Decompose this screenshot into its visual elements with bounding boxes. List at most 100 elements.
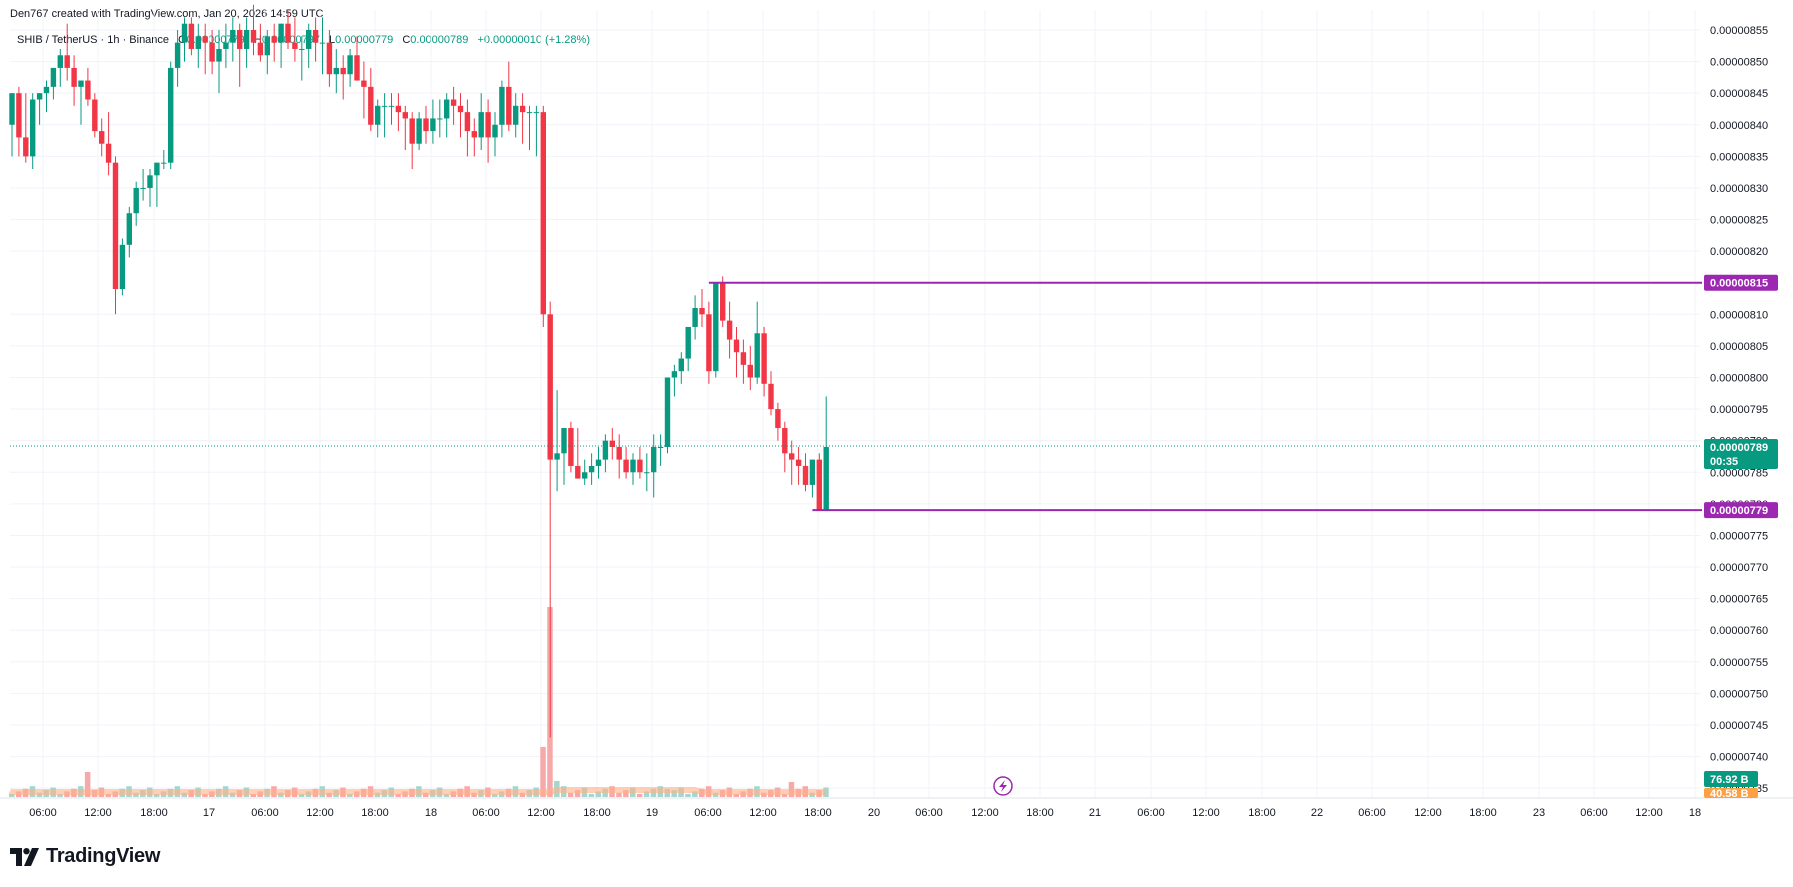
- candle-body: [423, 118, 429, 132]
- candle: [409, 112, 415, 169]
- candle-body: [526, 112, 533, 114]
- volume-bar: [443, 794, 450, 797]
- candle: [492, 112, 498, 157]
- candle-body: [388, 105, 395, 107]
- candle: [733, 326, 740, 378]
- candle: [326, 30, 333, 87]
- candle: [147, 168, 153, 207]
- candle: [789, 440, 795, 485]
- candle: [388, 93, 395, 125]
- level-tag-high-text: 0.00000815: [1710, 278, 1768, 290]
- candle-body: [147, 175, 153, 188]
- volume-bar: [567, 792, 574, 797]
- volume-bar: [153, 794, 160, 797]
- candle: [71, 55, 77, 106]
- candle-body: [588, 465, 595, 473]
- candle: [319, 17, 326, 75]
- time-tick-label: 18:00: [361, 807, 389, 819]
- candle: [478, 93, 484, 151]
- candle: [57, 48, 63, 87]
- volume-bar: [347, 794, 353, 797]
- candle-body: [554, 453, 560, 460]
- price-axis[interactable]: 0.00000855 0.00000850 0.00000845 0.00000840…: [1710, 25, 1768, 795]
- candle-body: [119, 244, 126, 290]
- candle: [402, 105, 408, 151]
- candle-body: [347, 55, 353, 75]
- candle: [568, 421, 574, 473]
- candle: [209, 30, 215, 75]
- candle: [775, 402, 781, 441]
- candle-body: [616, 446, 622, 460]
- candle: [809, 459, 816, 498]
- candle: [823, 396, 829, 511]
- candle: [609, 428, 615, 460]
- candle: [740, 339, 747, 384]
- candle-body: [678, 358, 684, 372]
- candle: [105, 112, 112, 176]
- lightning-icon[interactable]: [993, 776, 1013, 796]
- candle: [285, 11, 291, 49]
- tradingview-logo-text: TradingView: [46, 845, 161, 867]
- candle-body: [595, 459, 602, 466]
- time-tick-label: 06:00: [29, 807, 57, 819]
- price-tick-label: 0.00000760: [1710, 625, 1768, 637]
- time-tick-label: 06:00: [251, 807, 279, 819]
- candle-body: [809, 459, 816, 485]
- candle-body: [174, 42, 181, 68]
- candle: [133, 181, 139, 226]
- candle: [499, 80, 505, 138]
- candle: [471, 118, 477, 157]
- candle-body: [195, 36, 201, 49]
- volume-bar: [9, 794, 15, 797]
- time-tick-label: 12:00: [306, 807, 334, 819]
- grid-lines: [10, 10, 1700, 798]
- candle: [299, 36, 305, 81]
- candle-body: [375, 105, 381, 125]
- volume-bar: [616, 792, 622, 797]
- time-tick-label: 12:00: [527, 807, 555, 819]
- tradingview-logo[interactable]: TradingView: [10, 845, 160, 868]
- candle: [354, 36, 360, 81]
- candle-body: [706, 314, 712, 372]
- candle: [678, 352, 684, 384]
- volume-bar: [298, 794, 305, 797]
- candle-body: [740, 352, 747, 365]
- candle-body: [685, 326, 691, 359]
- time-axis[interactable]: 06:00 12:00 18:00 17 06:00 12:00 18:00 18 06:00 1…: [0, 797, 1793, 819]
- candle-body: [126, 213, 132, 245]
- candle-body: [168, 67, 174, 163]
- candle-body: [671, 371, 678, 378]
- candle-body: [444, 99, 450, 119]
- candle: [444, 93, 450, 138]
- price-tick-label: 0.00000775: [1710, 530, 1768, 542]
- volume-bar: [84, 772, 91, 797]
- time-tick-label: 22: [1311, 807, 1323, 819]
- time-tick-label: 06:00: [1358, 807, 1386, 819]
- volume-bar: [685, 794, 691, 797]
- price-tick-label: 0.00000840: [1710, 120, 1768, 132]
- candle-body: [285, 23, 291, 43]
- candle-body: [478, 112, 484, 138]
- candle: [292, 17, 298, 62]
- volume-tag-up: 76.92 B: [1710, 774, 1749, 786]
- candle: [423, 105, 429, 144]
- candle-body: [437, 118, 443, 120]
- candle: [23, 93, 29, 163]
- candle-body: [761, 333, 767, 384]
- volume-ma-line: [8, 787, 827, 795]
- symbol-name[interactable]: SHIB / TetherUS · 1h · Binance: [17, 34, 170, 46]
- candles[interactable]: [9, 4, 829, 738]
- level-tag-low: 0.00000779: [1704, 502, 1778, 519]
- candle: [506, 61, 512, 132]
- candle: [651, 434, 657, 498]
- horizontal-levels[interactable]: [708, 281, 1702, 512]
- candle: [637, 446, 643, 479]
- candle: [395, 93, 402, 132]
- volume-bar: [671, 790, 677, 797]
- candle-body: [154, 162, 160, 176]
- candle: [657, 434, 664, 466]
- high-label: H: [253, 34, 262, 46]
- change-value: +0.00000010 (+1.28%): [477, 34, 590, 46]
- candle: [361, 61, 367, 119]
